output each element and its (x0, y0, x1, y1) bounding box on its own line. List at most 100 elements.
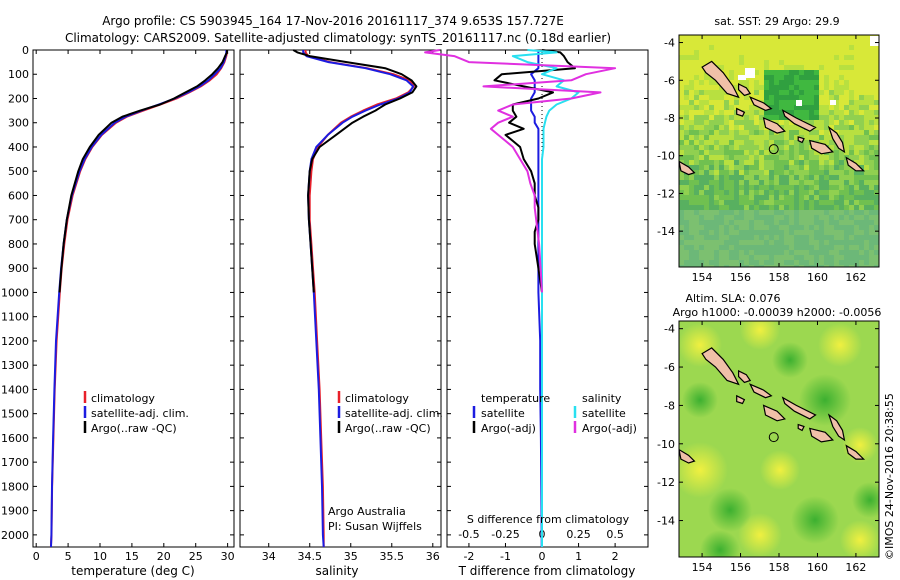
sst-cell (759, 145, 764, 150)
sst-cell (684, 115, 689, 120)
sst-cell (704, 210, 709, 215)
sst-cell (779, 120, 784, 125)
sst-cell (724, 100, 729, 105)
sst-cell (789, 205, 794, 210)
sst-cell (834, 180, 839, 185)
sst-cell (784, 255, 789, 260)
sst-cell (869, 210, 874, 215)
sst-cell (874, 150, 879, 155)
sst-cell (774, 210, 779, 215)
sst-cell (809, 55, 814, 60)
sst-cell (839, 245, 844, 250)
sst-cell (744, 210, 749, 215)
sst-cell (799, 130, 804, 135)
sst-cell (779, 85, 784, 90)
sst-cell (794, 85, 799, 90)
sst-cell (749, 185, 754, 190)
title-line-2: Climatology: CARS2009. Satellite-adjuste… (65, 31, 611, 45)
sst-cell (804, 35, 809, 40)
sst-cell (774, 225, 779, 230)
sst-cell (699, 230, 704, 235)
sst-cell (854, 65, 859, 70)
sst-cell (774, 50, 779, 55)
sst-cell (704, 265, 709, 267)
sst-cell (859, 40, 864, 45)
sst-cell (734, 235, 739, 240)
sst-cell (809, 200, 814, 205)
sst-cell (789, 155, 794, 160)
sst-cell (874, 120, 879, 125)
sst-cell (704, 40, 709, 45)
sst-cell (859, 70, 864, 75)
sst-cell (859, 160, 864, 165)
sst-cell (749, 150, 754, 155)
sst-cell (839, 160, 844, 165)
sst-cell (699, 220, 704, 225)
sst-cell (789, 200, 794, 205)
depth-tick-label: 1100 (1, 311, 29, 324)
island (808, 427, 835, 443)
sst-cell (699, 130, 704, 135)
sst-cell (679, 245, 684, 250)
sst-cell (849, 235, 854, 240)
sst-cell (864, 35, 869, 40)
sst-cell (779, 80, 784, 85)
sst-cell (869, 215, 874, 220)
sst-cell (824, 135, 829, 140)
sst-cell (764, 60, 769, 65)
sst-cell (789, 90, 794, 95)
sst-cell (704, 190, 709, 195)
sst-cell (824, 90, 829, 95)
sst-cell (784, 155, 789, 160)
sst-cell (719, 120, 724, 125)
sst-cell (694, 75, 699, 80)
sst-cell (784, 195, 789, 200)
sst-cell (844, 35, 849, 40)
sst-cell (684, 150, 689, 155)
diff-line-s-satellite (511, 49, 580, 547)
sst-cell (689, 250, 694, 255)
sst-cell (854, 245, 859, 250)
sst-cell (714, 140, 719, 145)
sst-cell (844, 115, 849, 120)
sst-cell (714, 265, 719, 267)
sst-cell (764, 50, 769, 55)
sst-cell (794, 65, 799, 70)
sst-cell (864, 175, 869, 180)
sst-cell (839, 105, 844, 110)
sst-cell (764, 220, 769, 225)
sst-cell (799, 235, 804, 240)
sst-cell (714, 215, 719, 220)
sst-cell (734, 220, 739, 225)
sst-cell (819, 120, 824, 125)
sst-cell (819, 230, 824, 235)
sst-cell (684, 210, 689, 215)
sst-cell (724, 105, 729, 110)
sst-cell (704, 215, 709, 220)
sst-cell (679, 65, 684, 70)
sst-cell (779, 205, 784, 210)
sla-blob (760, 450, 800, 490)
sst-cell (819, 210, 824, 215)
sst-cell (854, 200, 859, 205)
sst-cell (689, 180, 694, 185)
depth-tick-label: 700 (8, 214, 29, 227)
sst-cell (679, 120, 684, 125)
sst-cell (874, 45, 879, 50)
sla-map[interactable] (672, 310, 888, 570)
sst-cell (729, 55, 734, 60)
sst-cell (859, 115, 864, 120)
sst-cell (804, 185, 809, 190)
sst-cell (799, 165, 804, 170)
sst-cell (699, 100, 704, 105)
sst-cell (759, 125, 764, 130)
sst-cell (814, 50, 819, 55)
sst-cell (754, 120, 759, 125)
sst-cell (729, 245, 734, 250)
sst-cell (849, 205, 854, 210)
png-coast (679, 160, 696, 176)
sst-cell (684, 120, 689, 125)
sst-cell (854, 215, 859, 220)
sst-cell (754, 215, 759, 220)
sst-map[interactable] (679, 35, 879, 270)
